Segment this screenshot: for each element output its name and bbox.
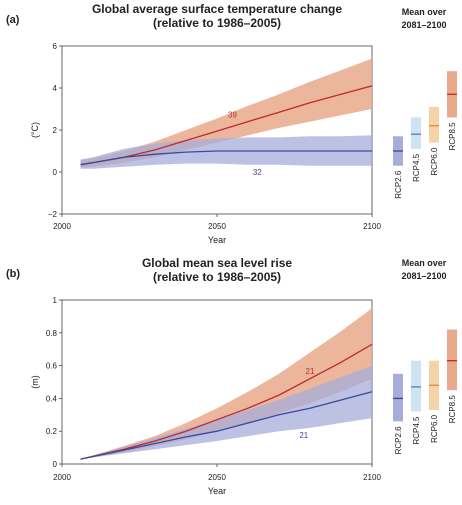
y-tick-label: 4 xyxy=(53,84,58,93)
y-tick-label: 2 xyxy=(53,126,58,135)
series-annotation: 21 xyxy=(306,367,315,376)
series-annotation: 32 xyxy=(253,168,262,177)
range-bar-rcp45 xyxy=(411,360,421,412)
uncertainty-band-1 xyxy=(80,365,372,460)
side-heading-line2: 2081–2100 xyxy=(401,271,446,281)
y-axis-label: (°C) xyxy=(30,122,40,138)
side-heading-line2: 2081–2100 xyxy=(401,20,446,30)
y-tick-label: 0.2 xyxy=(46,427,58,436)
y-tick-label: −2 xyxy=(48,210,58,219)
scenario-label: RCP2.6 xyxy=(394,426,403,455)
y-tick-label: 0 xyxy=(53,168,58,177)
series-annotation: 39 xyxy=(228,110,237,119)
chart-title: Global mean sea level rise xyxy=(142,256,292,270)
x-axis-label: Year xyxy=(208,486,226,496)
x-tick-label: 2100 xyxy=(363,222,381,231)
uncertainty-band-0 xyxy=(80,308,372,460)
range-bar-rcp85 xyxy=(447,329,457,391)
y-tick-label: 1 xyxy=(53,296,58,305)
range-bar-rcp26 xyxy=(393,373,403,422)
panel-label: (b) xyxy=(6,268,20,280)
side-heading-line1: Mean over xyxy=(402,7,447,17)
chart-subtitle: (relative to 1986–2005) xyxy=(153,16,281,30)
side-heading-line1: Mean over xyxy=(402,258,447,268)
scenario-label: RCP6.0 xyxy=(430,147,439,176)
series-annotation: 21 xyxy=(299,431,308,440)
scenario-label: RCP6.0 xyxy=(430,414,439,443)
chart-title: Global average surface temperature chang… xyxy=(92,2,342,16)
x-tick-label: 2000 xyxy=(53,473,71,482)
x-axis-label: Year xyxy=(208,235,226,245)
series-line-1 xyxy=(80,391,373,460)
chart-subtitle: (relative to 1986–2005) xyxy=(153,270,281,284)
x-tick-label: 2050 xyxy=(208,473,226,482)
uncertainty-band-1 xyxy=(80,135,372,169)
series-line-0 xyxy=(80,343,373,460)
range-bar-rcp60 xyxy=(429,106,439,143)
x-tick-label: 2100 xyxy=(363,473,381,482)
y-tick-label: 6 xyxy=(53,42,58,51)
range-bar-rcp45 xyxy=(411,117,421,149)
x-tick-label: 2050 xyxy=(208,222,226,231)
x-tick-label: 2000 xyxy=(53,222,71,231)
y-tick-label: 0 xyxy=(53,460,58,469)
y-axis-label: (m) xyxy=(30,375,40,389)
y-tick-label: 0.6 xyxy=(46,362,58,371)
scenario-label: RCP8.5 xyxy=(448,395,457,424)
y-tick-label: 0.4 xyxy=(46,394,58,403)
scenario-label: RCP4.5 xyxy=(412,153,421,182)
scenario-label: RCP4.5 xyxy=(412,416,421,445)
scenario-label: RCP2.6 xyxy=(394,170,403,199)
y-tick-label: 0.8 xyxy=(46,329,58,338)
series-line-1 xyxy=(80,150,372,166)
scenario-label: RCP8.5 xyxy=(448,122,457,151)
panel-label: (a) xyxy=(6,14,20,26)
